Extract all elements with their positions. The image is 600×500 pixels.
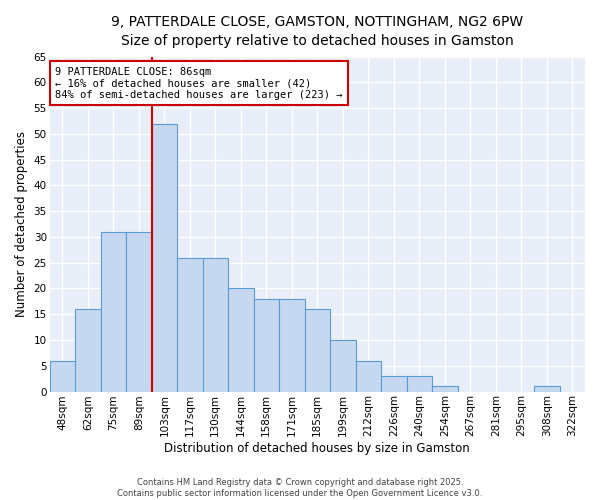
Bar bbox=[126, 232, 152, 392]
Bar bbox=[177, 258, 203, 392]
Title: 9, PATTERDALE CLOSE, GAMSTON, NOTTINGHAM, NG2 6PW
Size of property relative to d: 9, PATTERDALE CLOSE, GAMSTON, NOTTINGHAM… bbox=[111, 15, 523, 48]
Y-axis label: Number of detached properties: Number of detached properties bbox=[15, 131, 28, 317]
Bar bbox=[356, 360, 381, 392]
Bar bbox=[50, 360, 75, 392]
Bar bbox=[279, 299, 305, 392]
Bar bbox=[203, 258, 228, 392]
Text: 9 PATTERDALE CLOSE: 86sqm
← 16% of detached houses are smaller (42)
84% of semi-: 9 PATTERDALE CLOSE: 86sqm ← 16% of detac… bbox=[55, 66, 343, 100]
Bar bbox=[534, 386, 560, 392]
Text: Contains HM Land Registry data © Crown copyright and database right 2025.
Contai: Contains HM Land Registry data © Crown c… bbox=[118, 478, 482, 498]
Bar bbox=[407, 376, 432, 392]
Bar bbox=[75, 309, 101, 392]
Bar bbox=[254, 299, 279, 392]
Bar bbox=[305, 309, 330, 392]
Bar bbox=[432, 386, 458, 392]
Bar bbox=[330, 340, 356, 392]
Bar bbox=[101, 232, 126, 392]
X-axis label: Distribution of detached houses by size in Gamston: Distribution of detached houses by size … bbox=[164, 442, 470, 455]
Bar bbox=[228, 288, 254, 392]
Bar bbox=[381, 376, 407, 392]
Bar bbox=[152, 124, 177, 392]
